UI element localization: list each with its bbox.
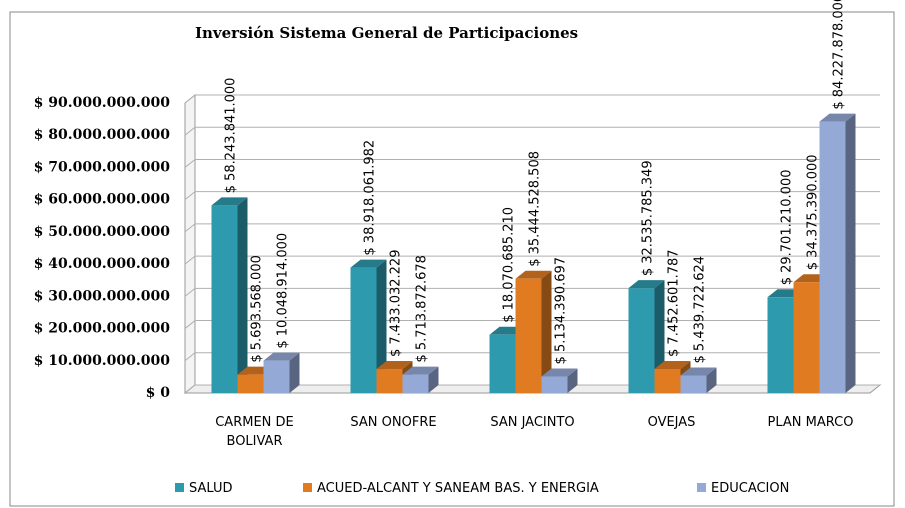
x-tick-label: SAN JACINTO — [490, 415, 575, 430]
bar-top — [680, 367, 717, 376]
y-tick-label: $ 40.000.000.000 — [34, 256, 171, 272]
y-tick-label: $ 0 — [146, 385, 171, 401]
y-tick-label: $ 50.000.000.000 — [34, 224, 171, 240]
bar-top — [402, 366, 439, 375]
value-label: $ 29.701.210.000 — [780, 170, 795, 286]
value-label: $ 7.452.601.787 — [667, 249, 682, 357]
bar-top — [350, 259, 387, 268]
bar-top — [654, 360, 691, 369]
x-tick-label: CARMEN DE BOLIVAR — [215, 415, 294, 449]
grid-line — [184, 191, 880, 201]
value-label: $ 5.713.872.678 — [415, 255, 430, 363]
bar — [350, 267, 377, 393]
legend-label: ACUED-ALCANT Y SANEAM BAS. Y ENERGIA — [317, 481, 599, 496]
bar-top — [628, 280, 665, 289]
bar-side — [289, 352, 300, 393]
y-tick-label: $ 10.000.000.000 — [34, 353, 171, 369]
value-label: $ 38.918.061.982 — [363, 140, 378, 256]
bar — [376, 369, 403, 393]
bar-top — [819, 113, 856, 122]
value-label: $ 5.439.722.624 — [693, 256, 708, 364]
value-label: $ 10.048.914.000 — [276, 233, 291, 349]
value-label: $ 32.535.785.349 — [641, 160, 656, 276]
value-label: $ 84.227.878.000 — [832, 0, 847, 110]
value-label: $ 35.444.528.508 — [528, 151, 543, 267]
y-tick-label: $ 70.000.000.000 — [34, 159, 171, 175]
value-label: $ 34.375.390.000 — [806, 154, 821, 270]
bar-side — [567, 368, 578, 393]
bar — [654, 368, 681, 393]
grid-line — [184, 126, 880, 136]
bar — [541, 376, 568, 393]
bar — [489, 334, 516, 393]
bar — [819, 121, 846, 393]
bar — [402, 374, 429, 393]
bar — [515, 278, 542, 393]
y-tick-label: $ 80.000.000.000 — [34, 127, 171, 143]
bar — [680, 375, 707, 393]
bar-side — [376, 259, 387, 393]
chart-frame — [9, 11, 895, 507]
y-tick-label: $ 30.000.000.000 — [34, 288, 171, 304]
x-tick-label: PLAN MARCO — [767, 415, 854, 430]
bar-top — [263, 352, 300, 361]
value-label: $ 7.433.032.229 — [389, 250, 404, 358]
bar-side — [845, 113, 856, 393]
bar — [211, 205, 238, 393]
x-tick-label: OVEJAS — [647, 415, 696, 430]
y-tick-label: $ 60.000.000.000 — [34, 192, 171, 208]
grid-line — [184, 255, 880, 265]
grid-line — [184, 223, 880, 233]
legend-label: EDUCACION — [711, 481, 789, 496]
bar-side — [237, 197, 248, 393]
legend-swatch — [303, 483, 312, 492]
bar-top — [515, 270, 552, 279]
bar — [793, 282, 820, 393]
bar-side — [706, 367, 717, 393]
bar-top — [211, 197, 248, 206]
bar — [628, 288, 655, 393]
y-tick-label: $ 90.000.000.000 — [34, 95, 171, 111]
bar-side — [541, 270, 552, 393]
bar — [263, 360, 290, 393]
bar — [767, 297, 794, 393]
bar-top — [541, 368, 578, 377]
value-label: $ 5.693.568.000 — [250, 255, 265, 363]
legend-label: SALUD — [189, 481, 233, 496]
grid-line — [184, 158, 880, 168]
legend-swatch — [697, 483, 706, 492]
back-wall — [184, 93, 196, 395]
chart-title: Inversión Sistema General de Participaci… — [195, 24, 578, 42]
y-tick-label: $ 20.000.000.000 — [34, 321, 171, 337]
bar — [237, 374, 264, 393]
legend-swatch — [175, 483, 184, 492]
value-label: $ 58.243.841.000 — [224, 78, 239, 194]
value-label: $ 5.134.390.697 — [554, 257, 569, 365]
x-tick-label: SAN ONOFRE — [350, 415, 437, 430]
bar-side — [428, 366, 439, 393]
value-label: $ 18.070.685.210 — [502, 207, 517, 323]
bar-top — [376, 361, 413, 370]
grid-line — [184, 94, 880, 104]
